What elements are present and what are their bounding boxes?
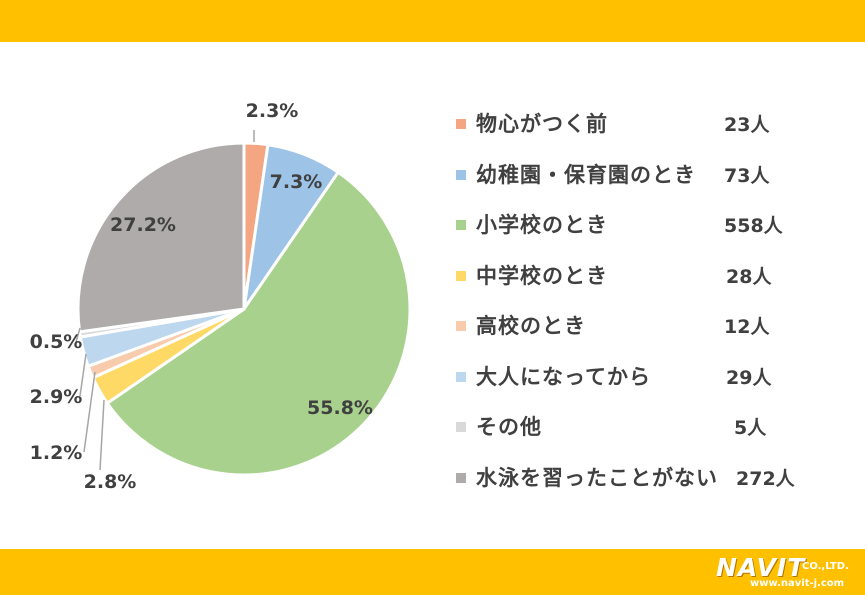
- pie-percent-label: 7.3%: [270, 171, 323, 193]
- pie-chart: 2.3% 7.3% 55.8% 2.8%1.2% 2.9% 0.5% 27.2%: [30, 100, 412, 493]
- legend-swatch-icon: [456, 119, 466, 129]
- pie-percent-label: 0.5%: [30, 331, 83, 353]
- legend-swatch-icon: [456, 472, 466, 483]
- legend-item: 物心がつく前 23人: [456, 108, 856, 159]
- legend-count: 28人: [726, 265, 772, 288]
- legend-count: 272人: [736, 467, 795, 490]
- legend-swatch-icon: [456, 422, 466, 432]
- leader-line: [79, 353, 87, 397]
- logo-brand: NAVIT: [716, 553, 806, 582]
- legend-label: 中学校のとき: [476, 263, 608, 288]
- logo-suffix: CO.,LTD.: [802, 561, 849, 572]
- legend-swatch-icon: [456, 371, 466, 382]
- legend-swatch-icon: [456, 220, 466, 230]
- pie-percent-label: 27.2%: [110, 214, 176, 236]
- leader-line: [99, 399, 105, 471]
- legend-label: 物心がつく前: [476, 112, 608, 136]
- legend-label: 水泳を習ったことがない: [476, 465, 718, 490]
- legend-count: 5人: [734, 417, 767, 439]
- pie-percent-label: 55.8%: [307, 397, 373, 419]
- pie-percent-label: 2.9%: [30, 386, 83, 408]
- legend-label: 幼稚園・保育園のとき: [476, 162, 696, 187]
- legend-count: 12人: [724, 316, 770, 338]
- legend-item: 中学校のとき 28人: [456, 260, 856, 311]
- legend-label: 高校のとき: [476, 314, 586, 338]
- navit-logo: NAVIT CO.,LTD. www.navit-j.com: [716, 553, 860, 591]
- legend-swatch-icon: [456, 270, 466, 281]
- chart-legend: 物心がつく前 23人幼稚園・保育園のとき 73人小学校のとき 558人中学校のとき 28…: [456, 108, 856, 512]
- pie-percent-label: 2.8%: [84, 471, 137, 493]
- legend-swatch-icon: [456, 169, 466, 180]
- legend-count: 73人: [724, 164, 770, 187]
- legend-item: 幼稚園・保育園のとき 73人: [456, 159, 856, 210]
- legend-item: 大人になってから 29人: [456, 361, 856, 412]
- pie-slice: [76, 141, 246, 334]
- legend-item: 高校のとき 12人: [456, 310, 856, 361]
- logo-url: www.navit-j.com: [750, 578, 845, 589]
- legend-item: その他 5人: [456, 411, 856, 462]
- legend-label: その他: [476, 415, 542, 439]
- legend-count: 23人: [724, 114, 770, 136]
- legend-label: 大人になってから: [476, 364, 651, 389]
- top-banner: [0, 0, 865, 42]
- pie-percent-label: 2.3%: [246, 100, 299, 122]
- legend-item: 小学校のとき 558人: [456, 209, 856, 260]
- pie-slice: [105, 170, 412, 477]
- legend-swatch-icon: [456, 321, 466, 331]
- leader-line: [75, 327, 81, 343]
- legend-count: 558人: [724, 215, 783, 237]
- leader-line: [83, 371, 96, 453]
- bottom-banner: [0, 549, 865, 595]
- legend-item: 水泳を習ったことがない 272人: [456, 462, 856, 513]
- legend-count: 29人: [726, 366, 772, 389]
- pie-percent-label: 1.2%: [30, 442, 83, 464]
- legend-label: 小学校のとき: [476, 213, 608, 237]
